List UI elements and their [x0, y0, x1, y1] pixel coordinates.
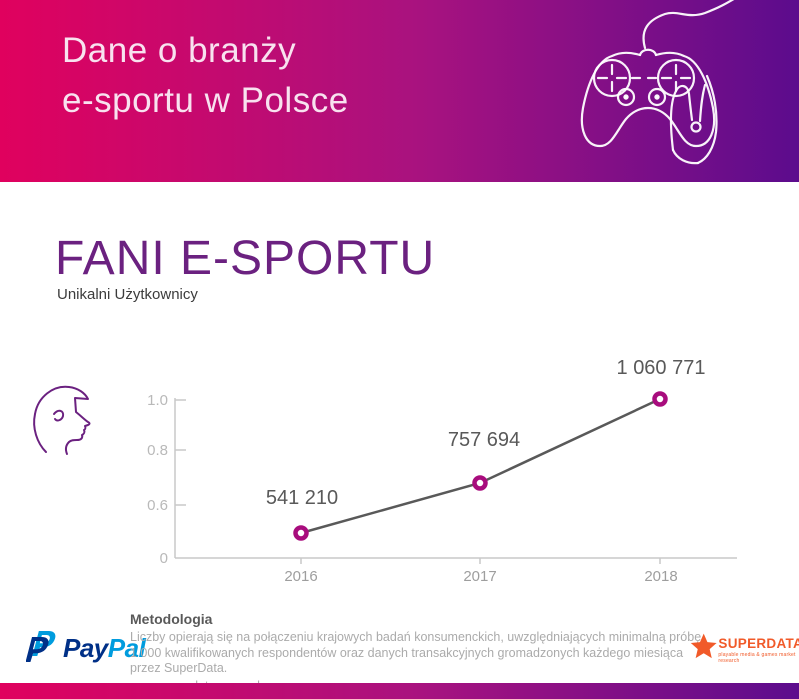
paypal-wordmark-pal: Pal: [107, 632, 146, 663]
head-ear: [53, 409, 65, 422]
data-point-2018: [652, 391, 668, 407]
paypal-wordmark: PayPal: [63, 632, 146, 664]
dpad-right-circle: [656, 58, 696, 98]
x-label-2016: 2016: [284, 568, 318, 585]
stick-left-circle: [616, 87, 636, 107]
paypal-logo: PayPal: [26, 628, 146, 668]
page-title-line2: e-sportu w Polsce: [62, 81, 349, 120]
y-tick-label-0: 0: [159, 550, 168, 567]
page-title-line1: Dane o branży: [62, 31, 297, 70]
paypal-wordmark-pay: Pay: [63, 632, 108, 663]
hand-outer-edge: [696, 74, 718, 165]
page-title: Dane o branży e-sportu w Polsce: [62, 26, 349, 126]
hand-fingertip: [690, 121, 702, 133]
dpad-left-circle: [592, 58, 632, 98]
value-label-2017: 757 694: [447, 429, 521, 451]
y-tick-label-1_0: 1.0: [147, 392, 168, 409]
data-point-2017: [472, 475, 488, 491]
value-label-2016: 541 210: [265, 487, 339, 509]
stick-right-dot: [654, 94, 660, 100]
dpad-right-cross: [660, 63, 692, 93]
x-label-2017: 2017: [463, 568, 497, 585]
gamepad-connector-bump: [638, 48, 658, 57]
methodology-title: Metodologia: [130, 611, 213, 627]
superdata-name: SUPERDATA: [718, 636, 799, 651]
y-tick-label-0_8: 0.8: [147, 442, 168, 459]
header-banner: Dane o branży e-sportu w Polsce: [0, 0, 799, 182]
methodology-block: Metodologia Liczby opierają się na połąc…: [130, 611, 705, 695]
section-subtitle: Unikalni Użytkownicy: [57, 286, 198, 303]
value-label-2018: 1 060 771: [616, 357, 706, 379]
stick-right-circle: [647, 87, 667, 107]
data-series-line: [300, 397, 661, 535]
superdata-logo: SUPERDATA playable media & games market …: [690, 629, 799, 664]
methodology-text: Liczby opierają się na połączeniu krajow…: [130, 630, 702, 675]
head-outline: [33, 385, 91, 455]
stick-left-dot: [623, 94, 629, 100]
section-title: FANI E-SPORTU: [55, 232, 436, 285]
head-profile-icon: [33, 385, 91, 455]
bottom-gradient-bar: [0, 683, 799, 699]
y-tick-label-0_6: 0.6: [147, 497, 168, 514]
hand-bottom: [671, 148, 700, 165]
superdata-tagline: playable media & games market research: [718, 652, 796, 664]
data-point-2016: [293, 525, 309, 541]
superdata-star-icon: [690, 633, 717, 659]
cable-line: [642, 0, 735, 50]
dpad-left-cross: [596, 63, 628, 93]
gamepad-body: [580, 51, 716, 148]
x-label-2018: 2018: [644, 568, 678, 585]
paypal-monogram-icon: [26, 631, 56, 662]
gamepad-hand-icon: [580, 0, 735, 165]
hand-finger: [669, 84, 694, 152]
superdata-text: SUPERDATA playable media & games market …: [718, 636, 799, 664]
hand-finger2: [698, 83, 707, 123]
